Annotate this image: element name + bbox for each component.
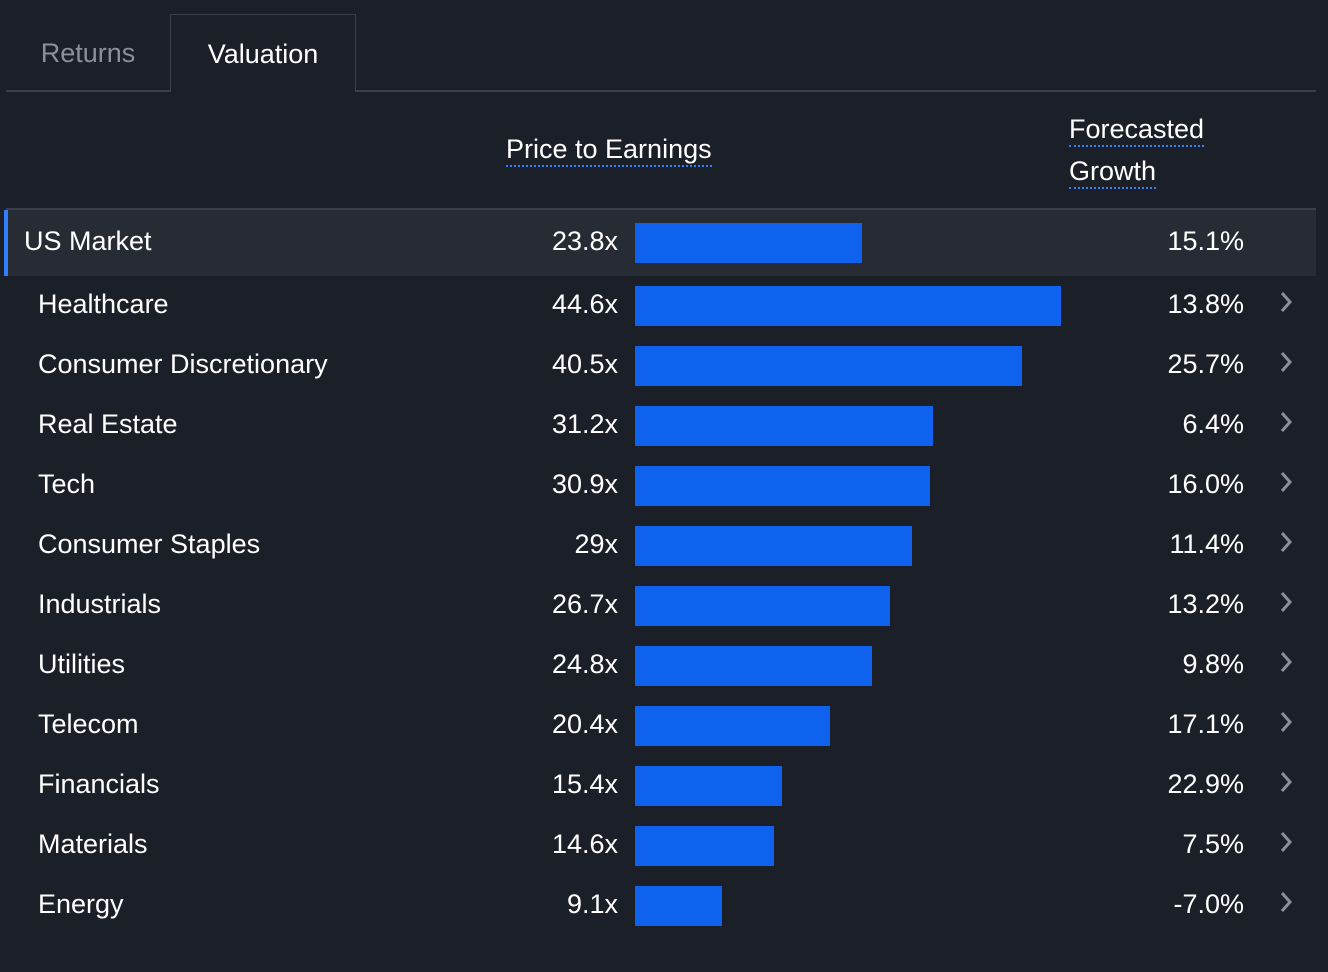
forecasted-growth-header-line1: Forecasted xyxy=(1069,114,1205,147)
growth-value-label: 17.1% xyxy=(1167,709,1244,739)
sector-list: US Market 23.8x 15.1% Healthcare 44.6x 13.8% C… xyxy=(4,210,1316,936)
pe-value-label: 31.2x xyxy=(551,409,618,439)
price-to-earnings-header-label: Price to Earnings xyxy=(506,134,712,167)
growth-value-label: 13.8% xyxy=(1167,289,1244,319)
pe-value-label: 44.6x xyxy=(551,289,618,319)
sector-name: Consumer Discretionary xyxy=(38,349,328,379)
pe-value-label: 9.1x xyxy=(566,889,618,919)
chevron-right-icon[interactable] xyxy=(1278,530,1294,554)
sector-row[interactable]: Telecom 20.4x 17.1% xyxy=(6,696,1316,756)
sector-row[interactable]: Tech 30.9x 16.0% xyxy=(6,456,1316,516)
sector-name: Real Estate xyxy=(38,409,178,439)
pe-value-label: 15.4x xyxy=(551,769,618,799)
pe-bar xyxy=(635,406,933,446)
growth-value-label: 25.7% xyxy=(1167,349,1244,379)
sector-name: Telecom xyxy=(38,709,139,739)
sector-row[interactable]: Materials 14.6x 7.5% xyxy=(6,816,1316,876)
pe-bar xyxy=(635,646,872,686)
growth-value-label: 6.4% xyxy=(1182,409,1244,439)
sector-row[interactable]: Real Estate 31.2x 6.4% xyxy=(6,396,1316,456)
sector-row[interactable]: Industrials 26.7x 13.2% xyxy=(6,576,1316,636)
pe-bar xyxy=(635,466,930,506)
pe-value-label: 40.5x xyxy=(551,349,618,379)
pe-value-label: 26.7x xyxy=(551,589,618,619)
forecasted-growth-header[interactable]: Forecasted Growth xyxy=(1069,108,1205,192)
sector-row[interactable]: Energy 9.1x -7.0% xyxy=(6,876,1316,936)
sector-row[interactable]: Healthcare 44.6x 13.8% xyxy=(6,276,1316,336)
chevron-right-icon[interactable] xyxy=(1278,290,1294,314)
pe-bar xyxy=(635,766,782,806)
tab-returns[interactable]: Returns xyxy=(40,38,136,68)
sector-name: Utilities xyxy=(38,649,126,679)
growth-value-label: 7.5% xyxy=(1182,829,1244,859)
growth-value-label: 13.2% xyxy=(1167,589,1244,619)
pe-value-label: 23.8x xyxy=(551,226,618,256)
chevron-right-icon[interactable] xyxy=(1278,830,1294,854)
price-to-earnings-header[interactable]: Price to Earnings xyxy=(506,128,712,170)
sector-name: Healthcare xyxy=(38,289,169,319)
pe-bar xyxy=(635,286,1061,326)
sector-name: Consumer Staples xyxy=(38,529,261,559)
pe-value-label: 20.4x xyxy=(551,709,618,739)
pe-value-label: 14.6x xyxy=(551,829,618,859)
sector-name: Energy xyxy=(38,889,124,919)
chevron-right-icon[interactable] xyxy=(1278,710,1294,734)
pe-value-label: 30.9x xyxy=(551,469,618,499)
forecasted-growth-header-line2: Growth xyxy=(1069,156,1157,189)
pe-bar xyxy=(635,826,774,866)
growth-value-label: 15.1% xyxy=(1167,226,1244,256)
chevron-right-icon[interactable] xyxy=(1278,350,1294,374)
sector-name: Industrials xyxy=(38,589,162,619)
sector-row[interactable]: Consumer Staples 29x 11.4% xyxy=(6,516,1316,576)
tab-valuation[interactable]: Valuation xyxy=(170,14,356,92)
chevron-right-icon[interactable] xyxy=(1278,410,1294,434)
chevron-right-icon[interactable] xyxy=(1278,590,1294,614)
pe-bar xyxy=(635,223,862,263)
header-divider xyxy=(6,208,1316,210)
pe-bar xyxy=(635,886,722,926)
pe-bar xyxy=(635,586,890,626)
growth-value-label: 16.0% xyxy=(1167,469,1244,499)
tab-bar: Returns Valuation xyxy=(6,0,1316,92)
pe-bar xyxy=(635,706,830,746)
pe-value-label: 24.8x xyxy=(551,649,618,679)
pe-value-label: 29x xyxy=(574,529,618,559)
sector-row[interactable]: Consumer Discretionary 40.5x 25.7% xyxy=(6,336,1316,396)
growth-value-label: 22.9% xyxy=(1167,769,1244,799)
pe-bar xyxy=(635,346,1022,386)
sector-name: Materials xyxy=(38,829,148,859)
growth-value-label: 9.8% xyxy=(1182,649,1244,679)
chevron-right-icon[interactable] xyxy=(1278,650,1294,674)
sector-row[interactable]: Financials 15.4x 22.9% xyxy=(6,756,1316,816)
sector-name: US Market xyxy=(24,226,152,256)
sector-name: Tech xyxy=(38,469,96,499)
chevron-right-icon[interactable] xyxy=(1278,470,1294,494)
market-row: US Market 23.8x 15.1% xyxy=(4,210,1316,276)
sector-name: Financials xyxy=(38,769,160,799)
pe-bar xyxy=(635,526,912,566)
growth-value-label: 11.4% xyxy=(1169,529,1244,559)
sector-row[interactable]: Utilities 24.8x 9.8% xyxy=(6,636,1316,696)
growth-value-label: -7.0% xyxy=(1173,889,1244,919)
chevron-right-icon[interactable] xyxy=(1278,890,1294,914)
chevron-right-icon[interactable] xyxy=(1278,770,1294,794)
